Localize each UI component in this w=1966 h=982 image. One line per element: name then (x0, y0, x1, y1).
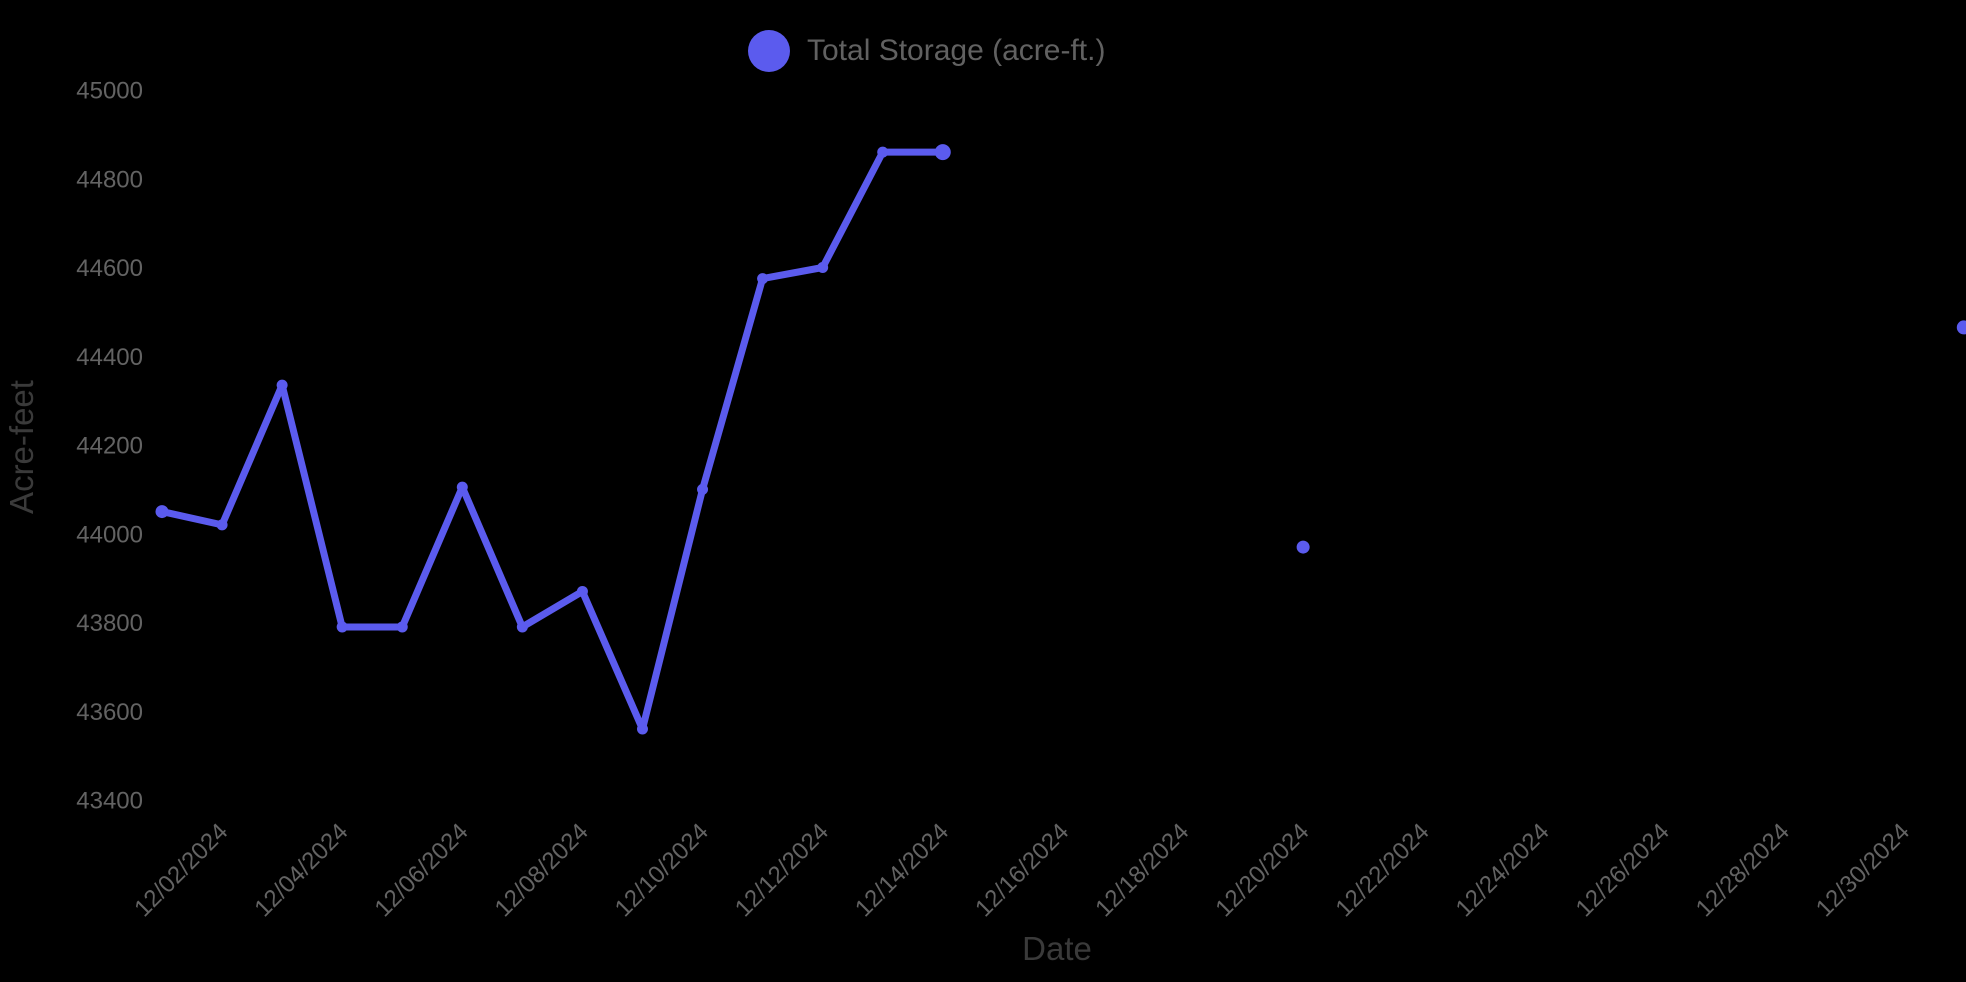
x-tick-label: 12/14/2024 (850, 818, 954, 922)
y-tick-label: 43400 (76, 788, 143, 815)
y-tick-label: 43600 (76, 699, 143, 726)
legend-label: Total Storage (acre-ft.) (807, 34, 1106, 67)
y-tick-label: 45000 (76, 78, 143, 105)
series-line (158, 148, 947, 733)
data-point-marker (1956, 320, 1966, 335)
data-point-marker (396, 621, 408, 633)
y-tick-label: 44000 (76, 521, 143, 548)
x-tick-label: 12/04/2024 (249, 818, 353, 922)
y-tick-label: 44800 (76, 166, 143, 193)
data-point-marker (216, 519, 228, 531)
legend-item-total-storage[interactable]: Total Storage (acre-ft.) (748, 30, 1105, 72)
x-tick-label: 12/20/2024 (1210, 818, 1314, 922)
data-point-marker (636, 723, 648, 735)
y-tick-label: 43800 (76, 610, 143, 637)
x-tick-label: 12/24/2024 (1451, 818, 1555, 922)
data-point-marker (516, 621, 528, 633)
y-tick-label: 44200 (76, 433, 143, 460)
data-point-marker (336, 621, 348, 633)
x-tick-label: 12/12/2024 (730, 818, 834, 922)
y-tick-label: 44600 (76, 255, 143, 282)
x-tick-label: 12/16/2024 (970, 818, 1074, 922)
x-tick-label: 12/28/2024 (1691, 818, 1795, 922)
x-tick-label: 12/08/2024 (490, 818, 594, 922)
x-tick-label: 12/18/2024 (1090, 818, 1194, 922)
data-point-marker (817, 262, 829, 273)
data-point-marker (934, 144, 951, 161)
data-point-marker (877, 146, 889, 158)
x-axis-title: Date (1022, 930, 1092, 967)
y-tick-label: 44400 (76, 344, 143, 371)
data-point-marker (757, 273, 769, 285)
data-point-marker (576, 585, 588, 597)
legend-marker-icon (748, 30, 790, 72)
x-tick-label: 12/06/2024 (370, 818, 474, 922)
x-tick-label: 12/26/2024 (1571, 818, 1675, 922)
x-tick-label: 12/22/2024 (1330, 818, 1434, 922)
x-tick-label: 12/10/2024 (610, 818, 714, 922)
data-point-marker (155, 505, 169, 519)
y-axis-title: Acre-feet (3, 380, 40, 514)
x-tick-label: 12/02/2024 (129, 818, 233, 922)
data-point-marker (456, 481, 468, 493)
data-point-marker (1296, 540, 1310, 554)
x-tick-label: 12/30/2024 (1811, 818, 1915, 922)
data-point-marker (276, 379, 288, 391)
data-point-marker (697, 483, 709, 495)
